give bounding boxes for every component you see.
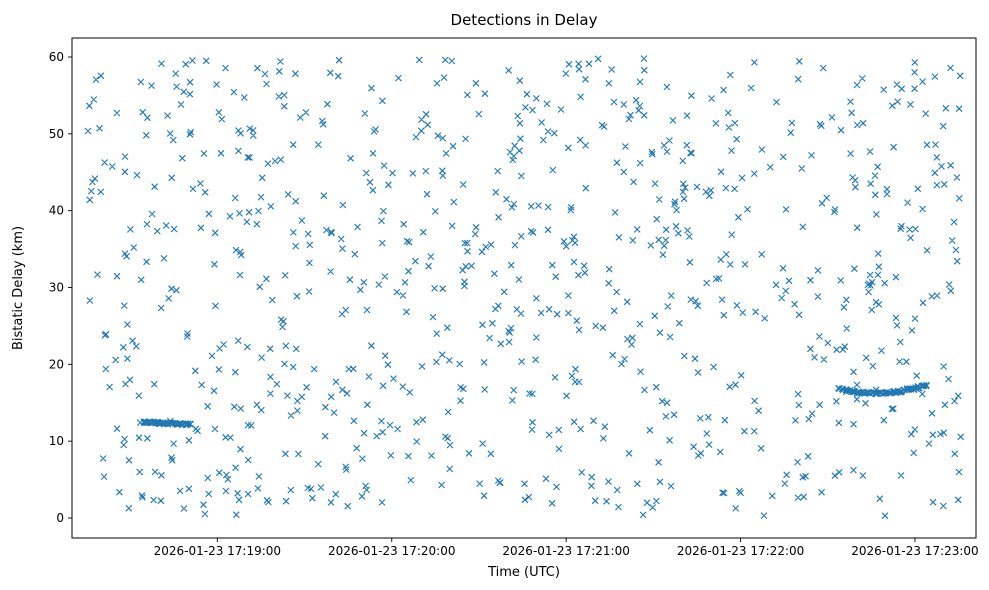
chart-title: Detections in Delay <box>451 11 598 29</box>
y-axis-label: Bistatic Delay (km) <box>11 226 26 350</box>
y-tick-label: 10 <box>49 434 64 448</box>
x-tick-label: 2026-01-23 17:23:00 <box>851 544 978 558</box>
y-tick-label: 60 <box>49 50 64 64</box>
axis-ticks: 2026-01-23 17:19:00 2026-01-23 17:20:00 20… <box>49 50 979 558</box>
x-tick-label: 2026-01-23 17:20:00 <box>328 544 455 558</box>
x-tick-label: 2026-01-23 17:21:00 <box>502 544 629 558</box>
x-tick-label: 2026-01-23 17:22:00 <box>677 544 804 558</box>
y-tick-label: 0 <box>56 511 64 525</box>
x-tick-label: 2026-01-23 17:19:00 <box>154 544 281 558</box>
y-tick-label: 50 <box>49 127 64 141</box>
x-axis-label: Time (UTC) <box>487 565 560 580</box>
y-tick-label: 20 <box>49 357 64 371</box>
data-points <box>84 55 965 520</box>
y-tick-label: 30 <box>49 281 64 295</box>
axes-frame <box>71 37 977 539</box>
scatter-markers <box>84 55 965 520</box>
y-tick-label: 40 <box>49 204 64 218</box>
